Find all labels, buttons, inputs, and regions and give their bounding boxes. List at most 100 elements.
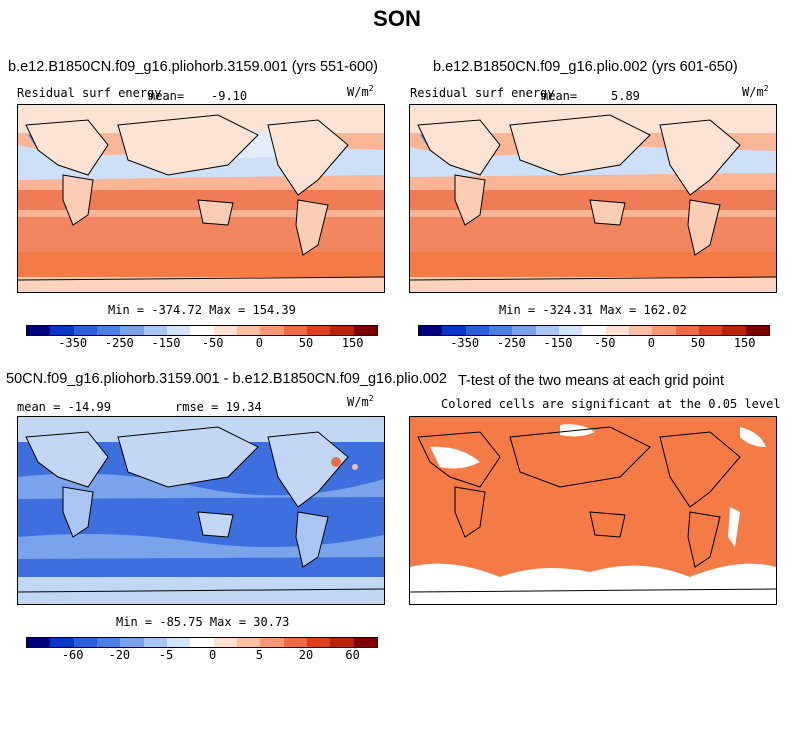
panel-3-colorbar-swatch: [213, 638, 237, 647]
panel-2-colorbar-swatch: [465, 326, 489, 335]
panel-3-colorbar-tick-label: -20: [108, 648, 131, 662]
panel-3-colorbar-swatch: [236, 638, 261, 647]
panel-1-colorbar-swatch: [50, 326, 74, 335]
panel-2-colorbar-swatch: [488, 326, 513, 335]
panel-2-colorbar-swatch: [652, 326, 676, 335]
panel-2-colorbar-ticks: -350 -250 -150 -50 0 50 150: [418, 336, 768, 350]
panel-2-colorbar-swatch: [745, 326, 769, 335]
panel-1-colorbar-swatch: [190, 326, 214, 335]
panel-2-colorbar-swatch: [722, 326, 746, 335]
panel-3-colorbar-swatch: [190, 638, 214, 647]
difference-map: [18, 417, 384, 604]
ttest-significance-map: [410, 417, 776, 604]
panel-1-colorbar-swatch: [120, 326, 144, 335]
panel-3-colorbar-swatch: [306, 638, 331, 647]
panel-2-colorbar-tick-label: -350: [450, 336, 480, 350]
panel-1-colorbar: [26, 325, 378, 336]
panel-1-colorbar-tick-label: -350: [58, 336, 88, 350]
panel-2-colorbar-swatch: [558, 326, 583, 335]
residual-energy-map-2: [410, 105, 776, 292]
panel-2-colorbar-tick-label: -50: [593, 336, 616, 350]
panel-1-colorbar-swatch: [330, 326, 354, 335]
panel-3-colorbar-swatch: [143, 638, 167, 647]
panel-3-min-max: Min = -85.75 Max = 30.73: [116, 615, 290, 629]
panel-1-colorbar-swatch: [260, 326, 284, 335]
panel-1-mean-value: -9.10: [211, 89, 248, 103]
panel-2-mean-value: 5.89: [611, 89, 640, 103]
panel-1-variable-label: Residual surf energy: [17, 86, 162, 100]
panel-1-colorbar-tick-label: 150: [341, 336, 364, 350]
panel-1-colorbar-swatch: [283, 326, 307, 335]
panel-1-colorbar-ticks: -350 -250 -150 -50 0 50 150: [26, 336, 376, 350]
panel-2-colorbar-tick-label: -150: [543, 336, 573, 350]
panel-2-min-max: Min = -324.31 Max = 162.02: [499, 303, 687, 317]
residual-energy-map-1: [18, 105, 384, 292]
panel-2-units: W/m2: [742, 84, 769, 99]
panel-2-colorbar-swatch: [698, 326, 723, 335]
panel-1-units: W/m2: [347, 84, 374, 99]
panel-3-map: [17, 416, 385, 605]
panel-2-title: b.e12.B1850CN.f09_g16.plio.002 (yrs 601-…: [433, 59, 738, 75]
panel-1-title: b.e12.B1850CN.f09_g16.pliohorb.3159.001 …: [8, 59, 379, 75]
panel-2-colorbar-tick-label: -250: [496, 336, 526, 350]
panel-1-colorbar-swatch: [306, 326, 331, 335]
panel-4-title: T-test of the two means at each grid poi…: [458, 373, 724, 389]
panel-3-colorbar-swatch: [120, 638, 144, 647]
panel-2-colorbar-tick-label: 0: [647, 336, 655, 350]
panel-1-min-max: Min = -374.72 Max = 154.39: [108, 303, 296, 317]
panel-3-title: 50CN.f09_g16.pliohorb.3159.001 - b.e12.B…: [6, 371, 447, 387]
panel-2-colorbar-tick-label: 50: [690, 336, 706, 350]
panel-3-colorbar-swatch: [96, 638, 121, 647]
panel-3-mean: mean = -14.99: [17, 400, 111, 414]
panel-3-colorbar-swatch: [73, 638, 97, 647]
panel-3-colorbar-tick-label: 0: [209, 648, 217, 662]
panel-1-colorbar-tick-label: -50: [201, 336, 224, 350]
panel-3-colorbar-tick-label: 20: [298, 648, 314, 662]
panel-1-colorbar-swatch: [96, 326, 121, 335]
panel-1-colorbar-swatch: [143, 326, 167, 335]
panel-1-colorbar-swatch: [27, 326, 51, 335]
panel-3-colorbar-tick-label: 60: [345, 648, 360, 662]
panel-4-map: [409, 416, 777, 605]
panel-2-variable-label: Residual surf energy: [410, 86, 555, 100]
panel-2-colorbar-swatch: [605, 326, 629, 335]
panel-2-map: [409, 104, 777, 293]
panel-3-colorbar-swatch: [330, 638, 354, 647]
panel-3-colorbar-tick-label: -60: [61, 648, 84, 662]
panel-3-colorbar-swatch: [27, 638, 51, 647]
panel-1-colorbar-swatch: [236, 326, 261, 335]
panel-2-colorbar-tick-label: 150: [733, 336, 756, 350]
panel-2-colorbar-swatch: [512, 326, 536, 335]
panel-1-colorbar-swatch: [353, 326, 377, 335]
page-title: SON: [373, 6, 421, 31]
panel-3-units: W/m2: [347, 394, 374, 409]
panel-3-colorbar-swatch: [50, 638, 74, 647]
panel-2-colorbar: [418, 325, 770, 336]
panel-4-subtitle: Colored cells are significant at the 0.0…: [441, 397, 781, 411]
panel-1-colorbar-tick-label: 50: [298, 336, 314, 350]
panel-1-mean-label: mean=: [148, 89, 185, 103]
panel-1-colorbar-swatch: [166, 326, 191, 335]
panel-1-colorbar-tick-label: 0: [255, 336, 263, 350]
panel-1-colorbar-tick-label: -150: [151, 336, 181, 350]
panel-3-colorbar-swatch: [353, 638, 377, 647]
panel-2-colorbar-swatch: [582, 326, 606, 335]
panel-1-colorbar-swatch: [213, 326, 237, 335]
panel-1-colorbar-swatch: [73, 326, 97, 335]
panel-2-colorbar-swatch: [675, 326, 699, 335]
panel-1-colorbar-tick-label: -250: [104, 336, 134, 350]
panel-3-rmse: rmse = 19.34: [175, 400, 262, 414]
panel-3-colorbar-tick-label: 5: [255, 648, 263, 662]
panel-3-colorbar-swatch: [283, 638, 307, 647]
panel-3-colorbar-tick-label: -5: [158, 648, 174, 662]
panel-1-map: [17, 104, 385, 293]
panel-3-colorbar: [26, 637, 378, 648]
panel-3-colorbar-ticks: -60 -20 -5 0 5 20 60: [26, 648, 376, 662]
panel-2-colorbar-swatch: [535, 326, 559, 335]
panel-2-mean-label: mean=: [541, 89, 578, 103]
panel-2-colorbar-swatch: [419, 326, 443, 335]
panel-3-colorbar-swatch: [260, 638, 284, 647]
panel-2-colorbar-swatch: [442, 326, 466, 335]
panel-3-colorbar-swatch: [166, 638, 191, 647]
panel-2-colorbar-swatch: [628, 326, 653, 335]
